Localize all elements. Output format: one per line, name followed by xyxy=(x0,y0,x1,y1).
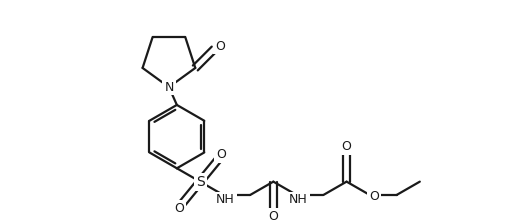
Text: NH: NH xyxy=(216,194,235,207)
Text: S: S xyxy=(196,175,205,189)
Text: O: O xyxy=(215,40,225,53)
Text: O: O xyxy=(268,210,278,223)
Text: NH: NH xyxy=(289,194,308,207)
Text: O: O xyxy=(216,149,226,162)
Text: O: O xyxy=(369,190,379,203)
Text: O: O xyxy=(341,140,351,153)
Text: O: O xyxy=(174,202,184,215)
Text: N: N xyxy=(164,81,174,94)
